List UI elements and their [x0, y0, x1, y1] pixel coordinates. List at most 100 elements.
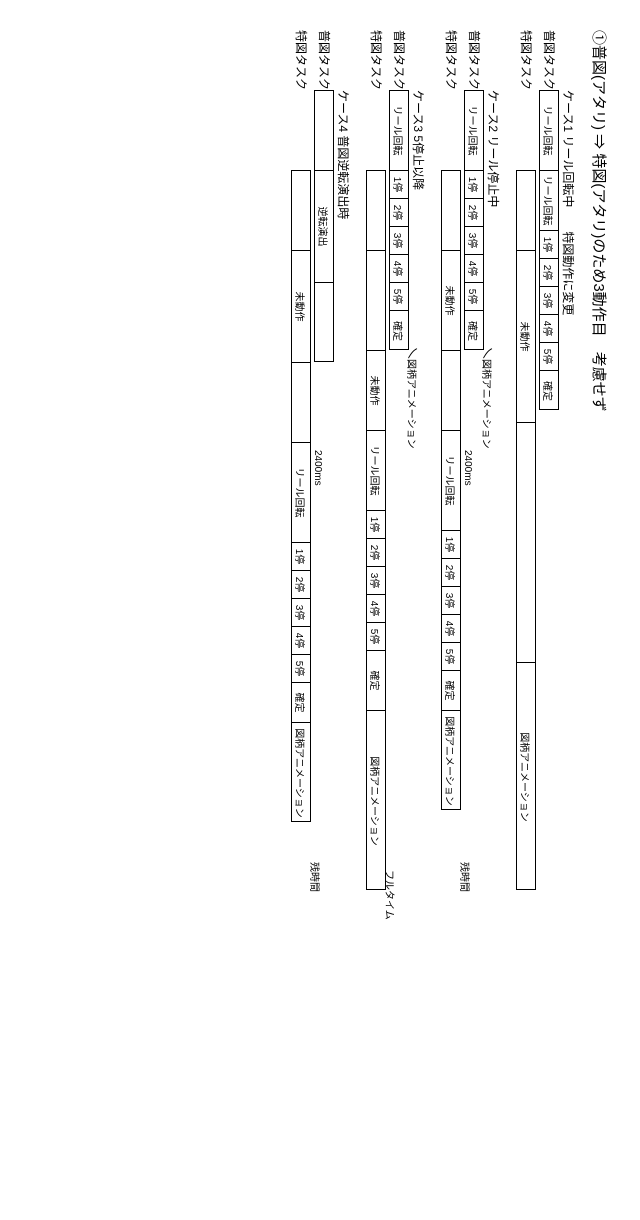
bar-segment	[292, 363, 310, 443]
bar-segment: 未動作	[442, 251, 460, 351]
curl-note: 図柄アニメーション	[479, 350, 496, 449]
cases-container: ケース1 リール回転中 特図動作に変更普図タスクリール回転リール回転1停2停3停…	[291, 30, 577, 1190]
bar-segment: 4停	[465, 255, 483, 283]
task-row: 普図タスク図柄アニメーションリール回転1停2停3停4停5停確定	[389, 30, 409, 1190]
bar-segment: 2停	[442, 559, 460, 587]
row-label: 普図タスク	[314, 30, 333, 90]
bar-segment: 5停	[465, 283, 483, 311]
curl-note: 図柄アニメーション	[404, 350, 421, 449]
diagram-root: ①普図(アタリ) ⇒ 特図(アタリ)のため3動作目 考慮せず ケース1 リール回…	[30, 30, 610, 1190]
bar-wrap: 図柄アニメーションリール回転1停2停3停4停5停確定	[389, 90, 409, 1190]
row-label: 普図タスク	[464, 30, 483, 90]
task-row: 特図タスク2400ms残時間未動作リール回転1停2停3停4停5停確定図柄アニメー…	[291, 30, 311, 1190]
bar-segment: 未動作	[292, 251, 310, 363]
bar-wrap: フルタイム未動作リール回転1停2停3停4停5停確定図柄アニメーション	[366, 90, 386, 1190]
diagram-title: ①普図(アタリ) ⇒ 特図(アタリ)のため3動作目 考慮せず	[589, 30, 610, 1190]
bar-segment: 5停	[292, 655, 310, 683]
bar-segment	[442, 351, 460, 431]
bar-segment	[315, 91, 333, 171]
task-row: 普図タスクリール回転リール回転1停2停3停4停5停確定	[539, 30, 559, 1190]
bar-segment: 1停	[292, 543, 310, 571]
bar-segment: 3停	[390, 227, 408, 255]
bar-segment: 図柄アニメーション	[292, 723, 310, 823]
case-block: ケース2 リール停止中普図タスク図柄アニメーションリール回転1停2停3停4停5停…	[441, 30, 502, 1190]
bar-segment: 未動作	[517, 251, 535, 423]
bar-segment: 2停	[367, 539, 385, 567]
bar-segment: 5停	[390, 283, 408, 311]
bar-segment: リール回転	[367, 431, 385, 511]
task-row: 普図タスク逆転演出	[314, 30, 334, 1190]
bar-segment	[517, 171, 535, 251]
timeline-bar: 未動作リール回転1停2停3停4停5停確定図柄アニメーション	[291, 170, 311, 822]
bar-segment: 2停	[390, 199, 408, 227]
bar-segment: リール回転	[540, 171, 558, 231]
bar-segment: 1停	[367, 511, 385, 539]
bar-segment: 4停	[292, 627, 310, 655]
bar-segment: 1停	[465, 171, 483, 199]
bar-segment: 5停	[367, 623, 385, 651]
timeline-bar: 未動作リール回転1停2停3停4停5停確定図柄アニメーション	[366, 170, 386, 890]
bar-wrap: 2400ms残時間未動作リール回転1停2停3停4停5停確定図柄アニメーション	[441, 90, 461, 1190]
bar-segment: 図柄アニメーション	[442, 711, 460, 811]
bar-segment: 図柄アニメーション	[367, 711, 385, 891]
bar-segment: 1停	[390, 171, 408, 199]
task-row: 特図タスクフルタイム未動作リール回転1停2停3停4停5停確定図柄アニメーション	[366, 30, 386, 1190]
note-above: 2400ms	[312, 450, 323, 486]
bar-segment: 1停	[540, 231, 558, 259]
row-label: 普図タスク	[539, 30, 558, 90]
bar-segment: 4停	[540, 315, 558, 343]
bar-segment	[367, 251, 385, 351]
case-label: ケース2 リール停止中	[485, 90, 502, 1190]
bar-segment: 4停	[390, 255, 408, 283]
case-block: ケース4 普図逆転演出時普図タスク逆転演出特図タスク2400ms残時間未動作リー…	[291, 30, 352, 1190]
case-label: ケース4 普図逆転演出時	[335, 90, 352, 1190]
bar-segment: 確定	[540, 371, 558, 411]
timeline-bar: リール回転1停2停3停4停5停確定	[389, 90, 409, 350]
bar-wrap: 2400ms残時間未動作リール回転1停2停3停4停5停確定図柄アニメーション	[291, 90, 311, 1190]
task-row: 特図タスク未動作図柄アニメーション	[516, 30, 536, 1190]
bar-wrap: リール回転リール回転1停2停3停4停5停確定	[539, 90, 559, 1190]
bar-segment	[517, 423, 535, 663]
case-block: ケース3 5停止以降普図タスク図柄アニメーションリール回転1停2停3停4停5停確…	[366, 30, 427, 1190]
note-above: 残時間	[458, 862, 473, 892]
bar-segment: 確定	[390, 311, 408, 351]
bar-segment	[367, 171, 385, 251]
case-block: ケース1 リール回転中 特図動作に変更普図タスクリール回転リール回転1停2停3停…	[516, 30, 577, 1190]
task-row: 普図タスク図柄アニメーションリール回転1停2停3停4停5停確定	[464, 30, 484, 1190]
case-label: ケース1 リール回転中 特図動作に変更	[560, 90, 577, 1190]
note-above: 残時間	[308, 862, 323, 892]
bar-segment	[292, 171, 310, 251]
case-label: ケース3 5停止以降	[410, 90, 427, 1190]
bar-segment: 2停	[292, 571, 310, 599]
bar-segment: リール回転	[292, 443, 310, 543]
bar-segment: 5停	[442, 643, 460, 671]
bar-segment: 確定	[367, 651, 385, 711]
bar-wrap: 図柄アニメーションリール回転1停2停3停4停5停確定	[464, 90, 484, 1190]
bar-segment: 確定	[465, 311, 483, 351]
bar-segment: 2停	[540, 259, 558, 287]
bar-segment	[442, 171, 460, 251]
bar-segment: 2停	[465, 199, 483, 227]
bar-segment: リール回転	[540, 91, 558, 171]
bar-segment: 逆転演出	[315, 171, 333, 283]
row-label: 特図タスク	[441, 30, 460, 90]
bar-segment: 3停	[292, 599, 310, 627]
bar-segment: 4停	[367, 595, 385, 623]
timeline-bar: 逆転演出	[314, 90, 334, 362]
bar-segment: 3停	[465, 227, 483, 255]
bar-segment: 3停	[540, 287, 558, 315]
row-label: 普図タスク	[389, 30, 408, 90]
bar-segment	[315, 283, 333, 363]
bar-segment: 3停	[442, 587, 460, 615]
bar-segment: 図柄アニメーション	[517, 663, 535, 891]
bar-segment: 確定	[442, 671, 460, 711]
timeline-bar: リール回転1停2停3停4停5停確定	[464, 90, 484, 350]
timeline-bar: リール回転リール回転1停2停3停4停5停確定	[539, 90, 559, 410]
bar-segment: 未動作	[367, 351, 385, 431]
bar-segment: 確定	[292, 683, 310, 723]
note-above: 2400ms	[462, 450, 473, 486]
bar-segment: リール回転	[465, 91, 483, 171]
bar-segment: リール回転	[390, 91, 408, 171]
bar-segment: 1停	[442, 531, 460, 559]
bar-wrap: 未動作図柄アニメーション	[516, 90, 536, 1190]
